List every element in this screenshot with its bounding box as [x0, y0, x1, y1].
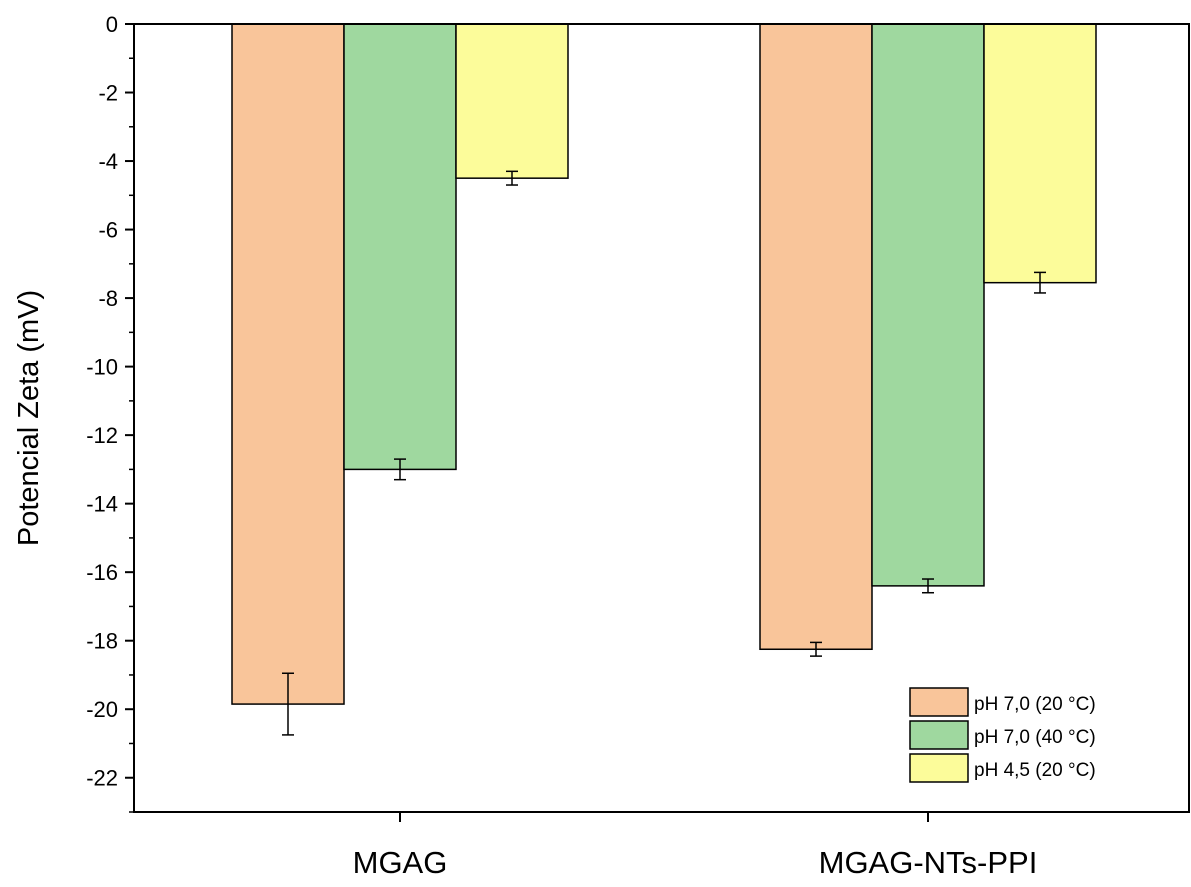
- bar-2-2: [871, 23, 985, 587]
- y-axis-title: Potencial Zeta (mV): [13, 290, 45, 546]
- y-tick-label: -22: [86, 766, 118, 791]
- bars-layer: [231, 23, 1097, 705]
- legend: pH 7,0 (20 °C) pH 7,0 (40 °C) pH 4,5 (20 °…: [909, 687, 1096, 783]
- y-tick-label: -10: [86, 355, 118, 380]
- legend-swatch: [909, 753, 969, 783]
- legend-label: pH 7,0 (20 °C): [974, 694, 1096, 715]
- y-tick-label: -14: [86, 492, 118, 517]
- y-tick-label: -4: [98, 149, 118, 174]
- bar-2-1: [759, 23, 873, 651]
- error-bars-layer: [282, 170, 1046, 736]
- y-axis: 0 -2 -4 -6 -8 -10 -12 -14 -16 -18 -20 -22: [86, 12, 134, 813]
- bar-1-1: [231, 23, 345, 705]
- y-tick-label: -8: [98, 286, 118, 311]
- y-tick-label: 0: [106, 12, 118, 37]
- y-tick-label: -16: [86, 560, 118, 585]
- legend-swatch: [909, 687, 969, 717]
- y-tick-label: -18: [86, 629, 118, 654]
- legend-label: pH 7,0 (40 °C): [974, 727, 1096, 748]
- y-tick-label: -2: [98, 81, 118, 106]
- y-tick-label: -20: [86, 697, 118, 722]
- x-category-label: MGAG: [353, 845, 448, 880]
- legend-label: pH 4,5 (20 °C): [974, 760, 1096, 781]
- bar-1-2: [343, 23, 457, 471]
- legend-swatch: [909, 720, 969, 750]
- plot-frame: [133, 23, 1190, 813]
- bar-2-3: [983, 23, 1097, 284]
- y-tick-label: -6: [98, 218, 118, 243]
- x-axis: MGAG MGAG-NTs-PPI: [353, 812, 1038, 880]
- x-category-label: MGAG-NTs-PPI: [819, 845, 1038, 880]
- y-tick-label: -12: [86, 423, 118, 448]
- bar-1-3: [455, 23, 569, 179]
